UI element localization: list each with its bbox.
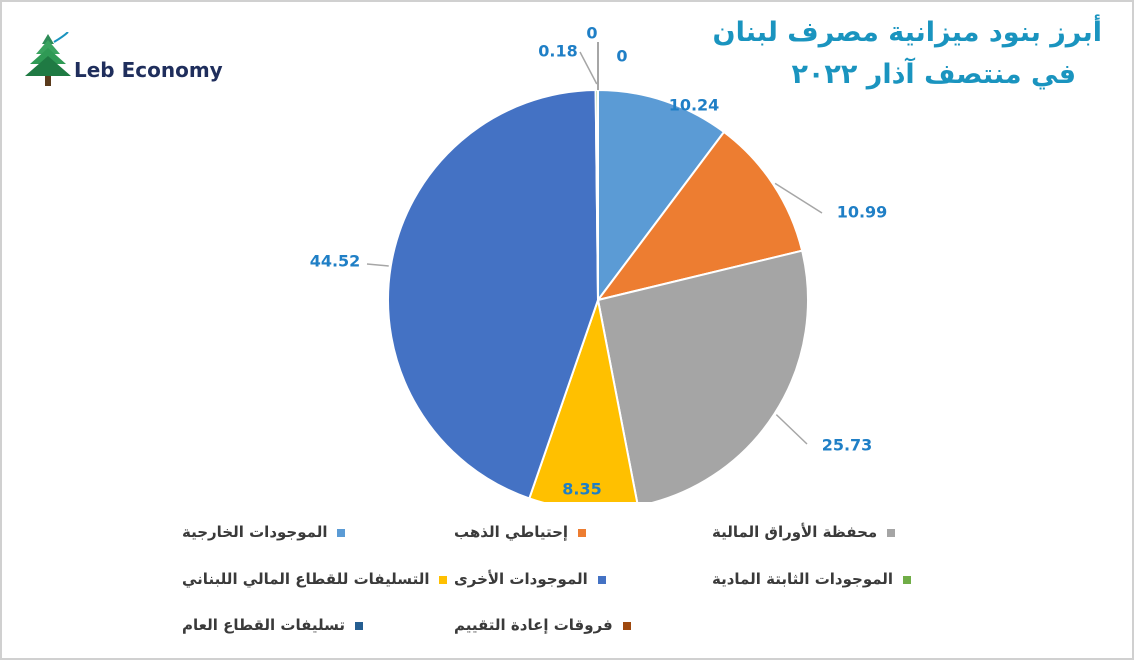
legend-label: فروقات إعادة التقييم <box>454 616 613 634</box>
data-label: 44.52 <box>310 252 361 271</box>
data-label: 10.24 <box>669 96 720 115</box>
data-label: 0 <box>616 47 627 66</box>
legend-item: إحتياطي الذهب <box>454 523 587 541</box>
legend-label: الموجودات الخارجية <box>182 523 328 541</box>
legend-item: تسليفات القطاع العام <box>182 616 364 634</box>
legend-swatch <box>439 575 448 584</box>
pie-slice <box>595 130 804 302</box>
legend-label: تسليفات القطاع العام <box>182 616 346 634</box>
chart-title-block: أبرز بنود ميزانية مصرف لبنان في منتصف آذ… <box>642 12 1102 96</box>
pie-slice <box>597 88 726 304</box>
data-label: 8.35 <box>562 480 601 499</box>
legend-label: محفظة الأوراق المالية <box>712 523 878 541</box>
legend-item: فروقات إعادة التقييم <box>454 616 631 634</box>
legend-swatch <box>597 575 606 584</box>
legend-label: الموجودات الثابتة المادية <box>712 570 894 588</box>
pie-chart: 10.24 10.99 25.73 8.35 44.52 0.18 00 <box>310 24 888 502</box>
legend-item: الموجودات الأخرى <box>454 570 606 588</box>
leader-line <box>775 414 808 445</box>
legend-swatch <box>578 528 587 537</box>
data-label: 25.73 <box>822 436 873 455</box>
legend-swatch <box>355 621 364 630</box>
legend-item: التسليفات للقطاع المالي اللبناني <box>182 570 448 588</box>
legend-swatch <box>337 528 346 537</box>
legend-item: الموجودات الخارجية <box>182 523 346 541</box>
leader-line <box>774 182 823 214</box>
leader-line <box>366 263 389 267</box>
leader-line <box>579 51 598 85</box>
data-label: 10.99 <box>837 203 888 222</box>
legend-item: محفظة الأوراق المالية <box>712 523 896 541</box>
legend-swatch <box>887 528 896 537</box>
cedar-tree-icon <box>25 31 71 86</box>
logo-text: Leb Economy <box>74 58 223 82</box>
legend-swatch <box>622 621 631 630</box>
legend-label: إحتياطي الذهب <box>454 523 569 541</box>
legend-label: التسليفات للقطاع المالي اللبناني <box>182 570 430 588</box>
leb-economy-logo: Leb Economy <box>24 31 234 92</box>
legend-swatch <box>903 575 912 584</box>
chart-subtitle: في منتصف آذار ٢٠٢٢ <box>791 59 1076 90</box>
data-label: 0.18 <box>538 42 577 61</box>
legend-item: الموجودات الثابتة المادية <box>712 570 912 588</box>
chart-title: أبرز بنود ميزانية مصرف لبنان <box>712 17 1102 48</box>
pie-slice <box>596 249 809 502</box>
pie-slice <box>387 89 600 500</box>
data-label: 0 <box>586 24 597 43</box>
legend-label: الموجودات الأخرى <box>454 570 588 588</box>
pie-slice <box>528 296 639 502</box>
